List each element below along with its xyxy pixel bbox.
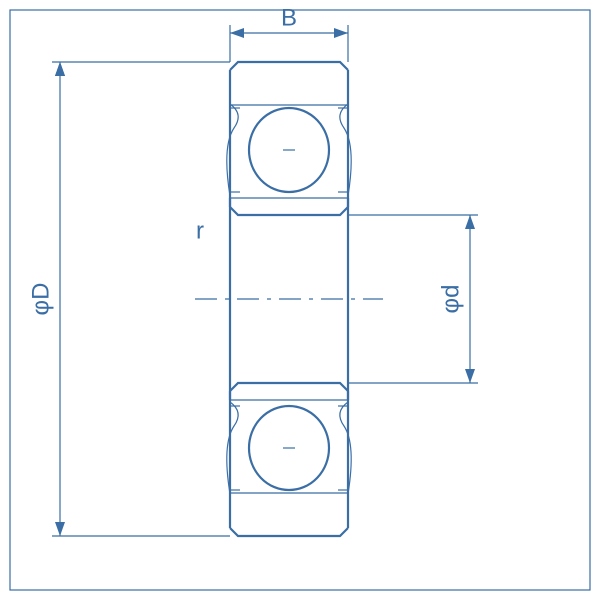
dim-d-label: φd (437, 285, 464, 314)
dim-r-label: r (196, 217, 204, 244)
bearing-diagram: φD φd Br (0, 0, 600, 600)
dim-D-label: φD (27, 283, 54, 316)
dim-B-label: B (281, 4, 297, 31)
